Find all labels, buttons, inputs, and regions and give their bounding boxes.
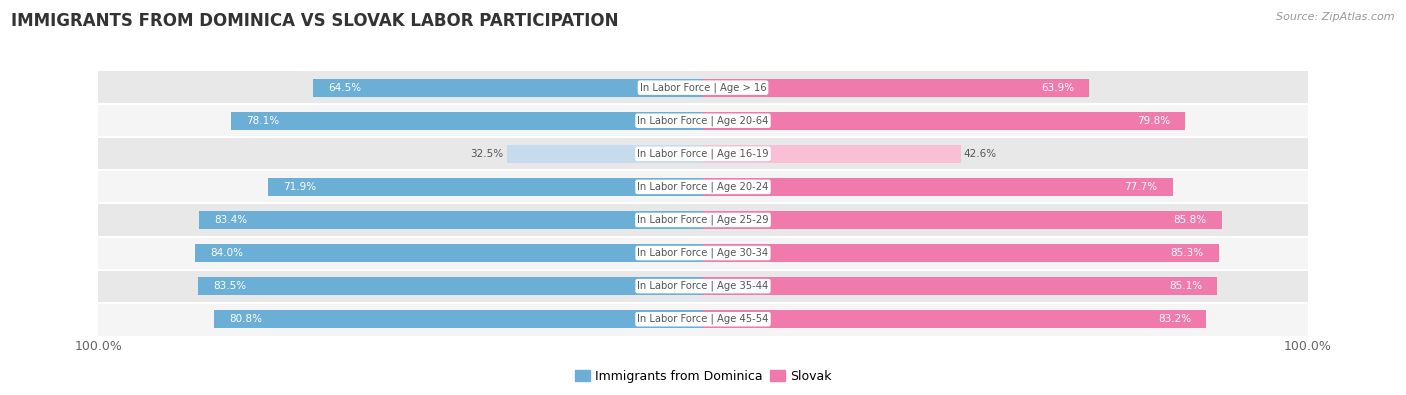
Bar <box>703 310 1206 328</box>
Bar <box>506 145 703 163</box>
Text: Source: ZipAtlas.com: Source: ZipAtlas.com <box>1277 12 1395 22</box>
Bar <box>269 178 703 196</box>
Text: 32.5%: 32.5% <box>471 149 503 159</box>
Bar <box>314 79 703 97</box>
Text: In Labor Force | Age 16-19: In Labor Force | Age 16-19 <box>637 149 769 159</box>
Bar <box>98 170 1308 203</box>
Bar <box>231 112 703 130</box>
Text: In Labor Force | Age 45-54: In Labor Force | Age 45-54 <box>637 314 769 324</box>
Text: In Labor Force | Age 20-24: In Labor Force | Age 20-24 <box>637 182 769 192</box>
Text: 64.5%: 64.5% <box>328 83 361 93</box>
Text: 80.8%: 80.8% <box>229 314 263 324</box>
Text: In Labor Force | Age 20-64: In Labor Force | Age 20-64 <box>637 115 769 126</box>
Bar <box>195 244 703 262</box>
Text: In Labor Force | Age 30-34: In Labor Force | Age 30-34 <box>637 248 769 258</box>
Text: In Labor Force | Age 25-29: In Labor Force | Age 25-29 <box>637 215 769 225</box>
Text: 79.8%: 79.8% <box>1137 116 1170 126</box>
Bar <box>703 178 1173 196</box>
Text: 83.5%: 83.5% <box>214 281 246 291</box>
Text: 78.1%: 78.1% <box>246 116 278 126</box>
Bar <box>703 211 1222 229</box>
Bar <box>703 244 1219 262</box>
Bar <box>703 112 1185 130</box>
Text: In Labor Force | Age > 16: In Labor Force | Age > 16 <box>640 83 766 93</box>
Text: IMMIGRANTS FROM DOMINICA VS SLOVAK LABOR PARTICIPATION: IMMIGRANTS FROM DOMINICA VS SLOVAK LABOR… <box>11 12 619 30</box>
Legend: Immigrants from Dominica, Slovak: Immigrants from Dominica, Slovak <box>569 365 837 388</box>
Bar <box>703 79 1090 97</box>
Text: 63.9%: 63.9% <box>1040 83 1074 93</box>
Bar <box>703 277 1218 295</box>
Bar <box>98 203 1308 237</box>
Text: 84.0%: 84.0% <box>211 248 243 258</box>
Text: In Labor Force | Age 35-44: In Labor Force | Age 35-44 <box>637 281 769 292</box>
Text: 83.4%: 83.4% <box>214 215 247 225</box>
Bar <box>198 211 703 229</box>
Bar <box>703 145 960 163</box>
Text: 85.8%: 85.8% <box>1174 215 1206 225</box>
Bar <box>98 269 1308 303</box>
Text: 85.1%: 85.1% <box>1170 281 1202 291</box>
Bar <box>98 71 1308 104</box>
Bar <box>98 237 1308 269</box>
Text: 77.7%: 77.7% <box>1125 182 1157 192</box>
Text: 85.3%: 85.3% <box>1170 248 1204 258</box>
Bar <box>98 303 1308 336</box>
Bar <box>198 277 703 295</box>
Bar <box>215 310 703 328</box>
Text: 83.2%: 83.2% <box>1157 314 1191 324</box>
Text: 42.6%: 42.6% <box>963 149 997 159</box>
Bar <box>98 104 1308 137</box>
Bar <box>98 137 1308 170</box>
Text: 71.9%: 71.9% <box>284 182 316 192</box>
